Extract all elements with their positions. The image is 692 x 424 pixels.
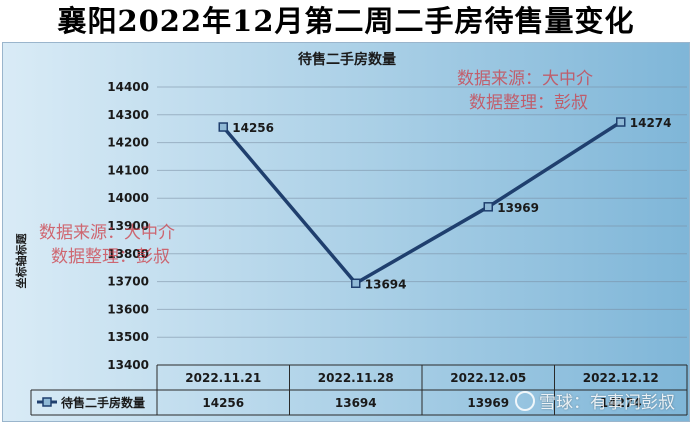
legend-marker-icon <box>42 397 52 407</box>
data-label: 14274 <box>630 116 672 130</box>
x-tick-label: 2022.12.12 <box>583 371 659 385</box>
data-label: 14256 <box>232 121 274 135</box>
y-tick-label: 14000 <box>107 191 149 205</box>
y-tick-label: 14200 <box>107 136 149 150</box>
watermark-left: 数据来源：大中介 数据整理：彭叔 <box>39 221 175 269</box>
snowball-logo-icon <box>515 391 535 411</box>
watermark-author: 数据整理：彭叔 <box>469 93 588 113</box>
y-tick-label: 13800 <box>107 247 149 261</box>
series-line <box>221 120 622 286</box>
table-value: 14274 <box>600 396 642 410</box>
data-point-marker <box>616 117 626 127</box>
line-chart: 14400 14300 14200 14100 14000 13900 13800 13700… <box>30 80 688 416</box>
x-tick-label: 2022.11.28 <box>318 371 394 385</box>
chart-title: 待售二手房数量 <box>298 52 396 68</box>
chart-area: 待售二手房数量 坐标轴标题 14400 14300 14200 14100 14000 1… <box>2 42 690 422</box>
y-tick-label: 14400 <box>107 80 149 94</box>
y-tick-label: 13700 <box>107 275 149 289</box>
watermark-source: 数据来源：大中介 <box>457 69 593 89</box>
y-tick-label: 14300 <box>107 108 149 122</box>
watermark-author: 数据整理：彭叔 <box>51 247 170 267</box>
table-value: 13969 <box>467 396 509 410</box>
credit-watermark: 雪球：有事问彭叔 <box>515 388 675 413</box>
data-label: 13694 <box>365 277 407 291</box>
y-tick-label: 13600 <box>107 302 149 316</box>
table-value: 13694 <box>335 396 377 410</box>
data-point-marker <box>351 278 361 289</box>
data-point-marker <box>218 122 228 132</box>
watermark-source: 数据来源：大中介 <box>39 223 175 243</box>
y-tick-label: 13400 <box>107 358 149 372</box>
table-value: 14256 <box>202 396 244 410</box>
watermark-top: 数据来源：大中介 数据整理：彭叔 <box>457 67 593 115</box>
credit-text: 雪球：有事问彭叔 <box>539 393 675 413</box>
page-title: 襄阳2022年12月第二周二手房待售量变化 <box>57 4 635 38</box>
x-tick-label: 2022.11.21 <box>185 371 261 385</box>
data-label: 13969 <box>497 201 539 215</box>
data-point-marker <box>483 202 493 212</box>
y-tick-label: 13900 <box>107 219 149 233</box>
legend-series-name: 待售二手房数量 <box>61 395 145 410</box>
y-tick-label: 13500 <box>107 330 149 344</box>
y-tick-label: 14100 <box>107 163 149 177</box>
x-tick-label: 2022.12.05 <box>450 371 526 385</box>
